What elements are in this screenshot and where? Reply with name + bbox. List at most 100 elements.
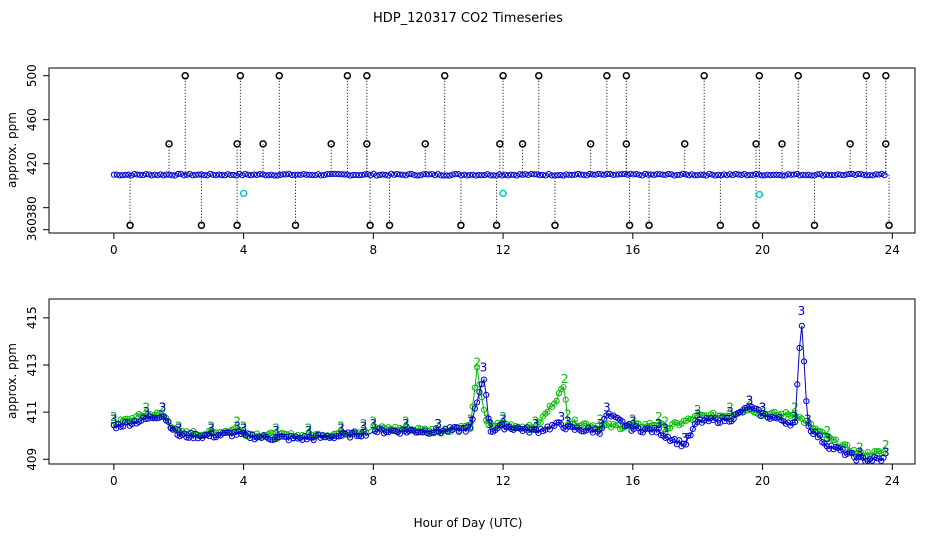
bottom-series-point-3 [210,434,217,441]
top-blue-point [504,172,512,179]
top-black-point [233,140,241,148]
top-black-point [385,221,394,230]
bottom-series-point-3 [187,429,195,437]
bottom-series-point-3 [846,449,853,456]
bottom-series-label-3: 3 [272,424,280,438]
top-ytick-label: 380 [25,196,39,219]
top-blue-point [458,172,465,179]
top-black-point [603,71,611,80]
top-blue-point [341,171,348,178]
top-blue-point [875,171,882,178]
top-blue-point [282,171,290,178]
top-blue-point [338,171,345,178]
top-black-point [197,221,206,230]
top-blue-point [534,171,541,178]
bottom-series-label-2: 2 [856,441,864,455]
top-black-point [752,140,760,148]
bottom-series-point-2 [478,394,485,401]
top-blue-point [551,172,558,179]
top-blue-point [361,171,369,178]
top-blue-point [808,172,815,179]
bottom-series-label-2: 2 [499,410,507,424]
top-blue-point [405,171,412,178]
top-blue-point [230,171,237,179]
top-blue-point [720,171,728,178]
bottom-series-point-3 [281,433,288,440]
bottom-series-label-3: 3 [402,417,410,431]
bottom-series-point-2 [553,397,560,404]
top-blue-point [843,171,850,178]
bottom-series-point-2 [474,364,481,371]
top-blue-point [738,171,745,178]
bottom-xtick-label: 0 [110,474,118,488]
bottom-series-point-2 [710,409,717,416]
bottom-series-point-3 [474,399,481,406]
top-blue-point [440,172,447,179]
top-blue-point [741,171,748,178]
bottom-series-point-3 [480,376,488,383]
top-blue-point [189,172,196,179]
top-blue-point [615,171,622,178]
bottom-series-point-3 [471,405,478,412]
top-cyan-point [755,190,764,199]
top-black-point [457,221,465,230]
bottom-series-label-2: 2 [370,415,378,429]
bottom-series-label-2: 2 [661,415,669,429]
top-blue-point [560,172,567,179]
bottom-series-point-3 [267,436,274,443]
top-blue-point [399,171,406,178]
top-blue-point [624,171,631,178]
top-blue-point [715,171,722,178]
top-blue-point [411,172,418,179]
bottom-xtick-label: 4 [240,474,248,488]
top-blue-point [668,171,675,178]
top-plot-frame [48,67,916,234]
bottom-series-point-3 [796,344,803,352]
top-black-point [363,71,371,80]
bottom-series-label-2: 2 [207,419,215,433]
top-blue-point [662,171,669,178]
top-blue-point [265,172,272,179]
top-black-point [518,140,527,148]
top-blue-point [186,170,193,177]
top-black-point [551,221,559,230]
bottom-series-point-2 [544,408,551,415]
top-blue-point [858,171,865,178]
top-blue-point [682,171,690,178]
top-blue-point [496,171,503,178]
top-blue-point [300,171,307,178]
bottom-series-point-3 [428,429,435,436]
top-blue-point [694,172,701,179]
bottom-series-label-2: 2 [159,401,167,415]
top-blue-point [531,171,538,178]
bottom-series-point-3 [165,418,172,425]
top-black-point [496,140,504,148]
top-blue-point [455,170,462,178]
top-blue-point [297,171,304,178]
top-blue-point [224,171,231,178]
top-black-point [862,71,871,80]
bottom-series-point-3 [387,427,394,434]
top-blue-point [134,171,141,178]
bottom-series-point-3 [564,423,572,430]
top-blue-point [291,171,298,178]
bottom-series-label-2: 2 [473,356,481,370]
top-blue-point [420,171,427,178]
top-blue-point [449,171,456,178]
top-blue-point [195,171,202,178]
top-blue-point [577,171,585,178]
top-blue-point [849,170,856,178]
top-blue-point [633,171,640,178]
top-black-point [499,71,507,80]
top-black-point [275,71,284,80]
top-blue-point [490,172,497,179]
top-blue-point [677,171,684,178]
top-xtick-label: 8 [370,243,378,257]
top-blue-point [245,171,252,178]
bottom-series-point-3 [800,358,808,365]
bottom-series-point-3 [726,418,733,425]
top-blue-point [148,172,155,179]
bottom-series-point-3 [151,414,158,422]
bottom-series-point-3 [278,433,285,440]
top-blue-point [548,172,555,179]
